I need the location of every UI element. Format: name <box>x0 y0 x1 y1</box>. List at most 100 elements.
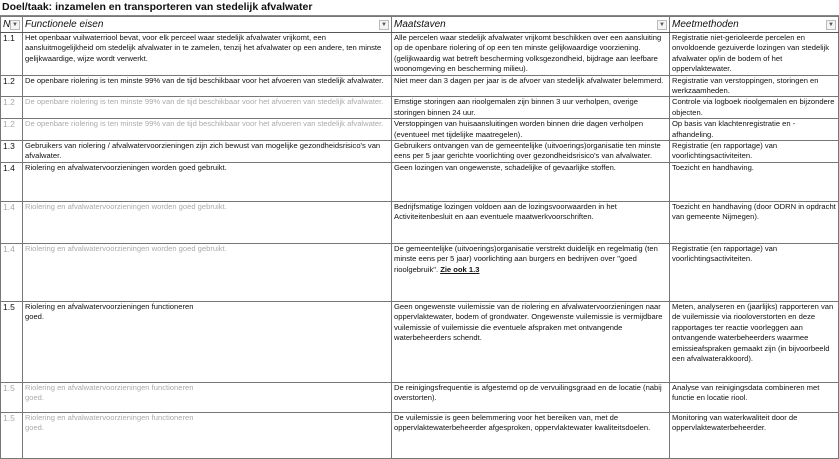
functionele-eis-cell: Riolering en afvalwatervoorzieningen fun… <box>22 381 392 413</box>
cell-text: 1.4 <box>3 243 15 254</box>
cell-text: Toezicht en handhaving. <box>672 162 754 172</box>
filter-dropdown-icon[interactable]: ▼ <box>826 20 836 30</box>
table-row: 1.4 Riolering en afvalwatervoorzieningen … <box>0 200 839 244</box>
cell-text: Controle via logboek rioolgemalen en bij… <box>672 97 835 117</box>
table-row: 1.1 Het openbaar vuilwaterriool bevat, vo… <box>0 32 839 76</box>
cell-text: Geen lozingen van ongewenste, schadelijk… <box>394 162 616 172</box>
cell-text: 1.5 <box>3 301 15 312</box>
cell-text: Registratie van verstoppingen, storingen… <box>672 75 819 96</box>
meetmethode-cell: Registratie van verstoppingen, storingen… <box>669 74 839 98</box>
cell-text: Riolering en afvalwatervoorzieningen wor… <box>25 243 227 253</box>
nr-cell: 1.4 <box>0 200 23 244</box>
meetmethode-cell: Registratie niet-gerioleerde percelen en… <box>669 32 839 76</box>
cell-text: 1.1 <box>3 33 15 43</box>
maatstaf-cell: De gemeentelijke (uitvoerings)organisati… <box>391 242 670 302</box>
cross-reference-link[interactable]: Zie ook 1.3 <box>440 264 480 274</box>
cell-text: Op basis van klachtenregistratie en -afh… <box>672 119 796 139</box>
nr-cell: 1.5 <box>0 411 23 459</box>
meetmethode-cell: Op basis van klachtenregistratie en -afh… <box>669 118 839 142</box>
cell-text: Toezicht en handhaving (door ODRN in opd… <box>672 201 836 222</box>
column-label: Functionele eisen <box>25 19 104 30</box>
column-label: Nr <box>3 19 14 30</box>
table-row: 1.2 De openbare riolering is ten minste 9… <box>0 96 839 120</box>
filter-dropdown-icon[interactable]: ▼ <box>657 20 667 30</box>
functionele-eis-cell: Gebruikers van riolering / afvalwatervoo… <box>22 140 392 163</box>
page-title: Doel/taak: inzamelen en transporteren va… <box>0 0 839 16</box>
header-row: Nr ▼ Functionele eisen ▼ Maatstaven ▼ Meetm… <box>0 16 839 33</box>
requirements-table: Nr ▼ Functionele eisen ▼ Maatstaven ▼ Meetm… <box>0 16 839 459</box>
cell-text: 1.5 <box>3 382 15 393</box>
filter-dropdown-icon[interactable]: ▼ <box>10 20 20 30</box>
nr-cell: 1.5 <box>0 381 23 413</box>
column-header-maatstaven: Maatstaven ▼ <box>391 16 670 33</box>
meetmethode-cell: Analyse van reinigingsdata combineren me… <box>669 381 839 413</box>
functionele-eis-cell: Riolering en afvalwatervoorzieningen wor… <box>22 200 392 244</box>
cell-text: 1.4 <box>3 201 15 212</box>
nr-cell: 1.3 <box>0 140 23 163</box>
cell-text: Bedrijfsmatige lozingen voldoen aan de l… <box>394 201 617 222</box>
maatstaf-cell: Verstoppingen van huisaansluitingen word… <box>391 118 670 142</box>
cell-text: De openbare riolering is ten minste 99% … <box>25 75 384 85</box>
cell-text: Riolering en afvalwatervoorzieningen fun… <box>25 412 194 433</box>
cell-text: De openbare riolering is ten minste 99% … <box>25 119 384 129</box>
cell-text: Riolering en afvalwatervoorzieningen wor… <box>25 162 227 172</box>
cell-text: 1.2 <box>3 75 15 86</box>
functionele-eis-cell: Riolering en afvalwatervoorzieningen wor… <box>22 161 392 202</box>
cell-text: Alle percelen waar stedelijk afvalwater … <box>394 33 662 74</box>
cell-text: De vuilemissie is geen belemmering voor … <box>394 412 651 433</box>
column-label: Maatstaven <box>394 19 446 30</box>
cell-text: Analyse van reinigingsdata combineren me… <box>672 382 820 403</box>
meetmethode-cell: Meten, analyseren en (jaarlijks) rapport… <box>669 300 839 383</box>
table-row: 1.5 Riolering en afvalwatervoorzieningen … <box>0 300 839 383</box>
column-header-nr: Nr ▼ <box>0 16 23 33</box>
functionele-eis-cell: De openbare riolering is ten minste 99% … <box>22 96 392 120</box>
nr-cell: 1.4 <box>0 242 23 302</box>
table-row: 1.2 De openbare riolering is ten minste 9… <box>0 118 839 142</box>
maatstaf-cell: De vuilemissie is geen belemmering voor … <box>391 411 670 459</box>
cell-text: Monitoring van waterkwaliteit door de op… <box>672 412 798 433</box>
column-header-meetmethoden: Meetmethoden ▼ <box>669 16 839 33</box>
column-label: Meetmethoden <box>672 19 739 30</box>
meetmethode-cell: Monitoring van waterkwaliteit door de op… <box>669 411 839 459</box>
cell-text: De gemeentelijke (uitvoerings)organisati… <box>394 243 658 274</box>
table-row: 1.5 Riolering en afvalwatervoorzieningen … <box>0 381 839 413</box>
nr-cell: 1.1 <box>0 32 23 76</box>
nr-cell: 1.2 <box>0 74 23 98</box>
nr-cell: 1.4 <box>0 161 23 202</box>
cell-text: Niet meer dan 3 dagen per jaar is de afv… <box>394 75 664 85</box>
functionele-eis-cell: De openbare riolering is ten minste 99% … <box>22 74 392 98</box>
maatstaf-cell: Alle percelen waar stedelijk afvalwater … <box>391 32 670 76</box>
nr-cell: 1.5 <box>0 300 23 383</box>
cell-text: 1.4 <box>3 162 15 173</box>
nr-cell: 1.2 <box>0 96 23 120</box>
maatstaf-cell: Geen lozingen van ongewenste, schadelijk… <box>391 161 670 202</box>
cell-text: Gebruikers van riolering / afvalwatervoo… <box>25 141 381 161</box>
cell-text: Riolering en afvalwatervoorzieningen fun… <box>25 301 194 322</box>
cell-text: Registratie (en rapportage) van voorlich… <box>672 141 778 161</box>
maatstaf-cell: Niet meer dan 3 dagen per jaar is de afv… <box>391 74 670 98</box>
cell-text: Geen ongewenste vuilemissie van de riole… <box>394 301 663 343</box>
cell-text: 1.3 <box>3 141 15 152</box>
maatstaf-cell: Bedrijfsmatige lozingen voldoen aan de l… <box>391 200 670 244</box>
meetmethode-cell: Registratie (en rapportage) van voorlich… <box>669 242 839 302</box>
cell-text: 1.2 <box>3 119 15 130</box>
table-row: 1.3 Gebruikers van riolering / afvalwater… <box>0 140 839 163</box>
filter-dropdown-icon[interactable]: ▼ <box>379 20 389 30</box>
cell-text: Het openbaar vuilwaterriool bevat, voor … <box>25 33 382 63</box>
cell-text: 1.2 <box>3 97 15 108</box>
cell-text: Verstoppingen van huisaansluitingen word… <box>394 119 644 139</box>
functionele-eis-cell: De openbare riolering is ten minste 99% … <box>22 118 392 142</box>
meetmethode-cell: Toezicht en handhaving. <box>669 161 839 202</box>
table-row: 1.2 De openbare riolering is ten minste 9… <box>0 74 839 98</box>
meetmethode-cell: Controle via logboek rioolgemalen en bij… <box>669 96 839 120</box>
cell-text: 1.5 <box>3 412 15 423</box>
column-header-functionele-eisen: Functionele eisen ▼ <box>22 16 392 33</box>
functionele-eis-cell: Riolering en afvalwatervoorzieningen fun… <box>22 411 392 459</box>
functionele-eis-cell: Riolering en afvalwatervoorzieningen wor… <box>22 242 392 302</box>
nr-cell: 1.2 <box>0 118 23 142</box>
meetmethode-cell: Toezicht en handhaving (door ODRN in opd… <box>669 200 839 244</box>
maatstaf-cell: Geen ongewenste vuilemissie van de riole… <box>391 300 670 383</box>
table-row: 1.4 Riolering en afvalwatervoorzieningen … <box>0 242 839 302</box>
meetmethode-cell: Registratie (en rapportage) van voorlich… <box>669 140 839 163</box>
cell-text: De reinigingsfrequentie is afgestemd op … <box>394 382 662 403</box>
